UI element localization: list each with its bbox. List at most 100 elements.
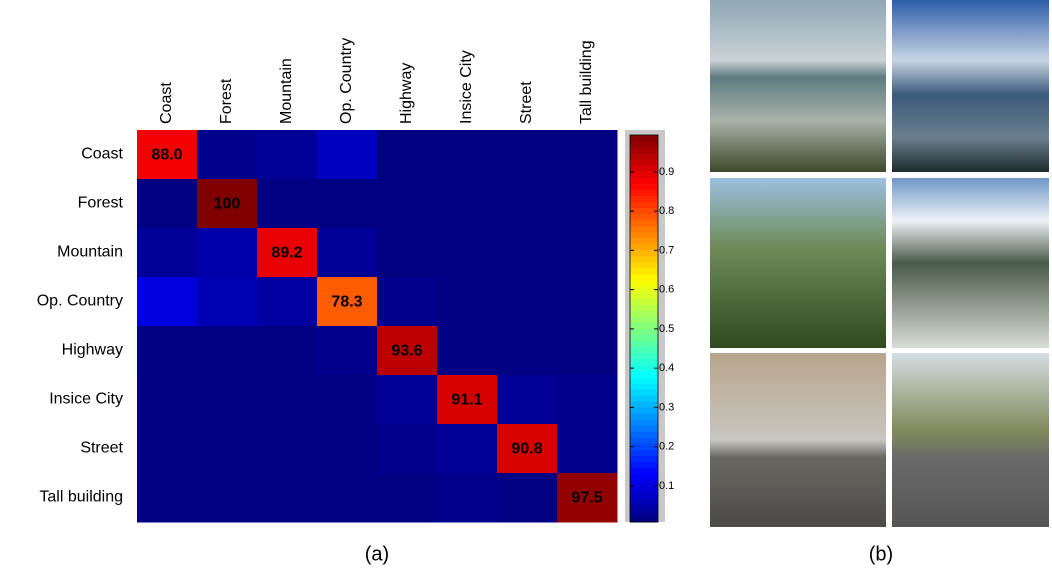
cell — [437, 326, 498, 376]
colorbar-step — [630, 371, 658, 378]
cell — [137, 228, 198, 278]
colorbar-step — [630, 171, 658, 178]
colorbar-step — [630, 286, 658, 293]
colorbar-step — [630, 202, 658, 209]
colorbar-step — [630, 232, 658, 239]
cell — [437, 228, 498, 278]
cell — [257, 326, 318, 376]
colorbar-step — [630, 310, 658, 317]
colorbar-step — [630, 322, 658, 329]
colorbar-tick-label: 0.6 — [659, 284, 674, 296]
cell-label: 90.8 — [511, 441, 542, 458]
cell — [257, 179, 318, 229]
column-label: Highway — [398, 63, 415, 124]
column-label: Insice City — [458, 50, 475, 124]
cell — [497, 228, 558, 278]
colorbar-step — [630, 268, 658, 275]
colorbar-tick-label: 0.3 — [659, 401, 674, 413]
colorbar-step — [630, 335, 658, 342]
cell — [497, 277, 558, 327]
colorbar-step — [630, 353, 658, 360]
cell — [377, 179, 438, 229]
colorbar-step — [630, 419, 658, 426]
cell — [497, 375, 558, 425]
colorbar-step — [630, 189, 658, 196]
cell — [197, 228, 258, 278]
cell — [557, 375, 618, 425]
colorbar-step — [630, 262, 658, 269]
figure: 0.10.20.30.40.50.60.70.80.9 88.010089.27… — [0, 0, 1052, 573]
cell — [197, 424, 258, 474]
cell — [497, 326, 558, 376]
row-label: Tall building — [39, 489, 123, 506]
colorbar-step — [630, 250, 658, 257]
cell — [257, 277, 318, 327]
colorbar-tick-label: 0.1 — [659, 480, 674, 492]
cell — [437, 424, 498, 474]
colorbar-step — [630, 377, 658, 384]
column-label: Coast — [158, 82, 175, 124]
colorbar-tick-label: 0.5 — [659, 323, 674, 335]
cell — [137, 277, 198, 327]
cell-label: 93.6 — [391, 343, 422, 360]
cell — [137, 326, 198, 376]
colorbar-step — [630, 329, 658, 336]
cell-label: 89.2 — [271, 245, 302, 262]
cell — [377, 424, 438, 474]
colorbar-step — [630, 165, 658, 172]
row-label: Highway — [62, 342, 123, 359]
colorbar-tick-label: 0.2 — [659, 441, 674, 453]
colorbar-tick-label: 0.9 — [659, 166, 674, 178]
cell — [557, 326, 618, 376]
colorbar-step — [630, 468, 658, 475]
colorbar-step — [630, 141, 658, 148]
column-label: Forest — [218, 78, 235, 124]
matrix: 88.010089.278.393.691.190.897.5CoastCoas… — [37, 38, 618, 523]
cell — [437, 179, 498, 229]
colorbar-step — [630, 431, 658, 438]
cell — [197, 473, 258, 523]
row-label: Op. Country — [37, 293, 123, 310]
colorbar-step — [630, 226, 658, 233]
cell — [377, 473, 438, 523]
colorbar-step — [630, 413, 658, 420]
colorbar-step — [630, 401, 658, 408]
panel-label: (a) — [365, 543, 389, 565]
row-label: Coast — [81, 146, 123, 163]
colorbar-step — [630, 462, 658, 469]
colorbar-step — [630, 159, 658, 166]
row-label: Street — [80, 440, 123, 457]
photos — [710, 0, 1049, 527]
cell — [197, 326, 258, 376]
cell-label: 91.1 — [451, 392, 482, 409]
cell — [257, 375, 318, 425]
cell — [137, 473, 198, 523]
cell — [557, 130, 618, 180]
column-label: Op. Country — [338, 38, 355, 124]
colorbar-step — [630, 153, 658, 160]
cell — [197, 375, 258, 425]
cell — [197, 277, 258, 327]
cell-label: 100 — [214, 196, 241, 213]
photo — [710, 178, 886, 348]
cell — [257, 473, 318, 523]
column-label: Tall building — [578, 40, 595, 124]
cell — [197, 130, 258, 180]
photo — [710, 0, 886, 172]
column-label: Mountain — [278, 58, 295, 124]
colorbar-step — [630, 516, 658, 523]
colorbar-step — [630, 304, 658, 311]
cell — [557, 424, 618, 474]
cell — [377, 375, 438, 425]
colorbar-step — [630, 238, 658, 245]
colorbar-step — [630, 437, 658, 444]
cell — [557, 277, 618, 327]
column-label: Street — [518, 81, 535, 124]
cell — [437, 130, 498, 180]
colorbar-step — [630, 449, 658, 456]
colorbar-step — [630, 383, 658, 390]
colorbar-step — [630, 389, 658, 396]
cell — [497, 130, 558, 180]
colorbar-step — [630, 395, 658, 402]
cell — [437, 277, 498, 327]
